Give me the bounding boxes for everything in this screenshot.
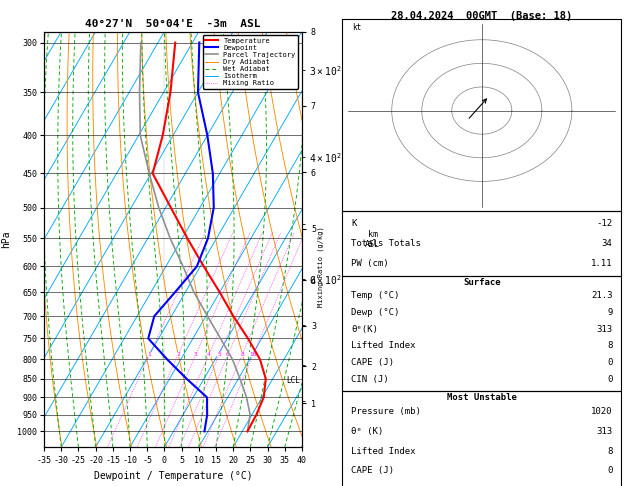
Text: 21.3: 21.3 — [591, 291, 613, 300]
Text: CAPE (J): CAPE (J) — [351, 358, 394, 367]
Text: PW (cm): PW (cm) — [351, 259, 389, 268]
Text: 8: 8 — [240, 352, 244, 357]
Legend: Temperature, Dewpoint, Parcel Trajectory, Dry Adiabat, Wet Adiabat, Isotherm, Mi: Temperature, Dewpoint, Parcel Trajectory… — [203, 35, 298, 89]
Text: 28.04.2024  00GMT  (Base: 18): 28.04.2024 00GMT (Base: 18) — [391, 11, 572, 21]
Text: 10: 10 — [250, 352, 257, 357]
Text: 9: 9 — [607, 308, 613, 317]
Text: 313: 313 — [596, 427, 613, 435]
Text: 2: 2 — [176, 352, 180, 357]
Text: 3: 3 — [194, 352, 198, 357]
Text: 4: 4 — [207, 352, 211, 357]
Text: Totals Totals: Totals Totals — [351, 239, 421, 248]
Text: θᵉ(K): θᵉ(K) — [351, 325, 378, 333]
Text: Mixing Ratio (g/kg): Mixing Ratio (g/kg) — [318, 226, 324, 307]
Text: 0: 0 — [607, 375, 613, 384]
Text: 0: 0 — [607, 358, 613, 367]
Text: θᵉ (K): θᵉ (K) — [351, 427, 383, 435]
Y-axis label: km
ASL: km ASL — [365, 230, 381, 249]
Text: 5: 5 — [218, 352, 221, 357]
Text: 1: 1 — [148, 352, 152, 357]
Y-axis label: hPa: hPa — [1, 230, 11, 248]
Text: Surface: Surface — [463, 278, 501, 288]
Text: LCL: LCL — [286, 376, 300, 385]
Text: Lifted Index: Lifted Index — [351, 447, 416, 455]
Text: 8: 8 — [607, 447, 613, 455]
Text: -12: -12 — [596, 219, 613, 228]
Text: 6: 6 — [226, 352, 230, 357]
Text: 1020: 1020 — [591, 407, 613, 416]
Text: Most Unstable: Most Unstable — [447, 393, 517, 402]
Text: 0: 0 — [607, 467, 613, 475]
Text: Lifted Index: Lifted Index — [351, 342, 416, 350]
Text: kt: kt — [352, 23, 362, 33]
Text: Temp (°C): Temp (°C) — [351, 291, 399, 300]
Text: 1.11: 1.11 — [591, 259, 613, 268]
Title: 40°27'N  50°04'E  -3m  ASL: 40°27'N 50°04'E -3m ASL — [85, 19, 261, 30]
Text: CAPE (J): CAPE (J) — [351, 467, 394, 475]
X-axis label: Dewpoint / Temperature (°C): Dewpoint / Temperature (°C) — [94, 471, 252, 481]
Text: 34: 34 — [602, 239, 613, 248]
Text: CIN (J): CIN (J) — [351, 375, 389, 384]
Text: 8: 8 — [607, 342, 613, 350]
Text: 313: 313 — [596, 325, 613, 333]
Text: Pressure (mb): Pressure (mb) — [351, 407, 421, 416]
Text: K: K — [351, 219, 357, 228]
Text: Dewp (°C): Dewp (°C) — [351, 308, 399, 317]
